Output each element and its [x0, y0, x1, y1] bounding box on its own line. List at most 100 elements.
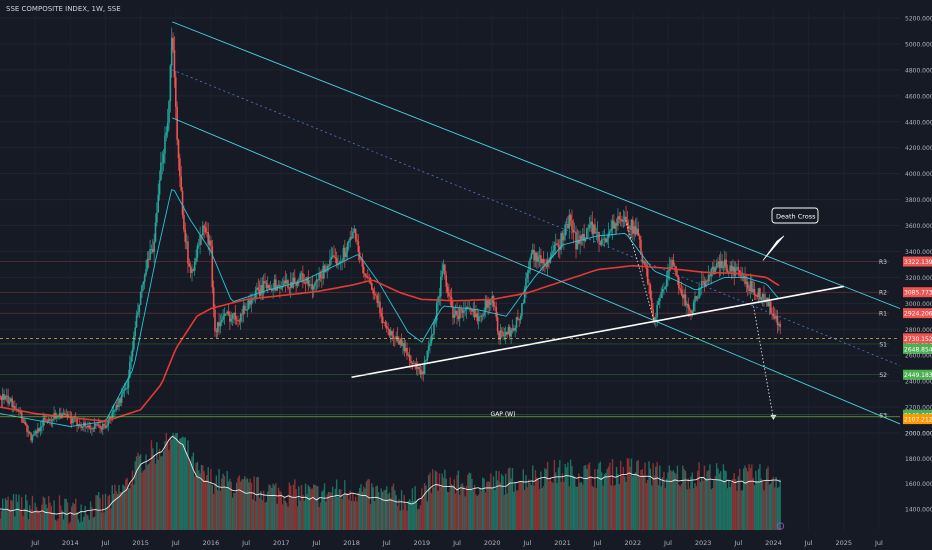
pivot-tag-r1: R1 — [879, 311, 887, 318]
time-axis-label: Jul — [874, 539, 883, 547]
volume-bar — [302, 494, 304, 530]
candle-body — [145, 268, 147, 276]
candle-body — [510, 330, 512, 337]
candle-body — [219, 322, 222, 327]
volume-bar — [763, 490, 765, 530]
volume-bar — [233, 492, 235, 530]
volume-bar — [287, 506, 289, 530]
candle-body — [166, 122, 169, 133]
candle-body — [706, 280, 708, 282]
candle-body — [41, 425, 43, 428]
volume-bar — [596, 469, 599, 530]
price-tag: 2107.2127 — [904, 417, 932, 424]
volume-bar — [37, 510, 39, 530]
volume-bar — [507, 468, 510, 530]
candle-body — [552, 250, 554, 255]
candle-body — [759, 288, 761, 300]
candle-body — [262, 281, 265, 294]
volume-bar — [607, 466, 610, 530]
volume-bar — [629, 466, 631, 530]
candle-body — [185, 241, 188, 243]
volume-bar — [107, 495, 109, 530]
volume-bar — [694, 483, 696, 530]
candle-body — [621, 219, 623, 222]
candle-body — [615, 223, 618, 226]
volume-bar — [448, 492, 450, 530]
volume-bar — [621, 475, 623, 530]
candle-body — [640, 239, 642, 255]
price-axis-label: 4200.0000 — [905, 145, 932, 152]
volume-bar — [745, 468, 748, 530]
volume-bar — [98, 492, 100, 530]
volume-bar — [721, 481, 723, 530]
volume-bar — [511, 468, 514, 530]
candle-body — [203, 225, 205, 228]
volume-bar — [599, 461, 602, 530]
candle-body — [677, 277, 680, 289]
volume-bar — [595, 488, 598, 530]
candle-body — [269, 288, 272, 290]
volume-bar — [713, 479, 715, 530]
candle-body — [7, 395, 9, 404]
candle-body — [208, 240, 211, 245]
volume-bar — [649, 468, 652, 530]
candle-body — [134, 327, 137, 337]
candle-body — [438, 296, 441, 298]
volume-bar — [729, 486, 731, 530]
candle-body — [377, 301, 380, 303]
volume-bar — [311, 488, 314, 530]
volume-bar — [237, 477, 239, 530]
volume-bar — [592, 487, 595, 530]
volume-bar — [641, 469, 643, 530]
volume-bar — [10, 500, 12, 530]
candle-body — [502, 331, 504, 337]
volume-bar — [231, 497, 234, 530]
volume-bar — [35, 507, 38, 530]
volume-bar — [227, 481, 230, 530]
volume-bar — [364, 488, 366, 530]
candle-body — [485, 300, 488, 308]
volume-bar — [555, 472, 557, 530]
candle-body — [296, 280, 299, 286]
candle-body — [368, 277, 370, 279]
volume-bar — [242, 479, 245, 530]
volume-axis-label: 2000.0000 — [905, 431, 932, 438]
volume-bar — [83, 516, 85, 530]
candle-body — [177, 139, 180, 159]
candle-body — [379, 301, 381, 313]
candle-body — [383, 322, 385, 324]
volume-bar — [103, 512, 105, 530]
candle-body — [757, 288, 760, 297]
volume-bar — [337, 496, 339, 530]
volume-bar — [185, 451, 188, 530]
candle-body — [299, 273, 301, 281]
candle-body — [440, 276, 442, 297]
candle-body — [257, 287, 260, 290]
candle-body — [411, 363, 414, 364]
volume-bar — [556, 483, 558, 530]
candle-body — [353, 228, 356, 232]
volume-bar — [523, 489, 526, 530]
candle-body — [614, 223, 617, 229]
volume-bar — [22, 516, 24, 530]
volume-bar — [310, 488, 312, 530]
volume-bar — [200, 464, 203, 530]
volume-bar — [45, 504, 47, 530]
candle-body — [349, 237, 352, 241]
candle-body — [554, 243, 557, 246]
volume-bar — [532, 465, 534, 530]
candle-body — [28, 431, 31, 434]
volume-bar — [692, 488, 695, 530]
candle-body — [714, 267, 717, 275]
volume-bar — [245, 479, 247, 530]
candle-body — [772, 313, 775, 317]
candle-body — [195, 257, 197, 262]
volume-bar — [400, 490, 403, 530]
candle-body — [389, 330, 392, 336]
volume-bar — [391, 486, 393, 530]
volume-bar — [191, 456, 193, 530]
volume-bar — [760, 478, 762, 530]
pivot-tag-r3: R3 — [879, 259, 887, 266]
candle-body — [150, 249, 153, 250]
